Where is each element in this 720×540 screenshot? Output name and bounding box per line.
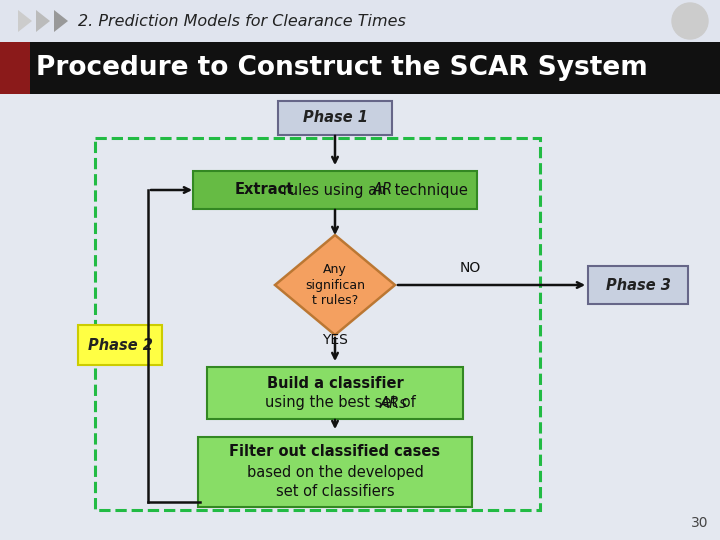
Text: 30: 30: [690, 516, 708, 530]
FancyBboxPatch shape: [588, 266, 688, 304]
Text: 2. Prediction Models for Clearance Times: 2. Prediction Models for Clearance Times: [78, 14, 406, 29]
Text: AR: AR: [373, 183, 393, 198]
Text: Phase 1: Phase 1: [302, 111, 367, 125]
FancyBboxPatch shape: [193, 171, 477, 209]
FancyBboxPatch shape: [0, 42, 30, 94]
Polygon shape: [36, 10, 50, 32]
Text: Phase 3: Phase 3: [606, 278, 670, 293]
FancyBboxPatch shape: [0, 42, 720, 94]
Text: set of classifiers: set of classifiers: [276, 484, 395, 500]
FancyBboxPatch shape: [198, 437, 472, 507]
Text: NO: NO: [459, 261, 481, 275]
FancyBboxPatch shape: [78, 325, 162, 365]
Polygon shape: [275, 235, 395, 335]
Text: ARs: ARs: [380, 395, 408, 410]
Polygon shape: [18, 10, 32, 32]
Polygon shape: [54, 10, 68, 32]
Text: Procedure to Construct the SCAR System: Procedure to Construct the SCAR System: [36, 55, 648, 81]
FancyBboxPatch shape: [278, 101, 392, 135]
Text: based on the developed: based on the developed: [246, 464, 423, 480]
Circle shape: [672, 3, 708, 39]
Text: using the best set of: using the best set of: [265, 395, 420, 410]
FancyBboxPatch shape: [0, 0, 720, 42]
Text: rules using an: rules using an: [278, 183, 391, 198]
Text: technique: technique: [390, 183, 468, 198]
FancyBboxPatch shape: [207, 367, 463, 419]
Text: Extract: Extract: [235, 183, 294, 198]
Text: Phase 2: Phase 2: [88, 338, 153, 353]
Text: Build a classifier: Build a classifier: [266, 376, 403, 392]
Text: Any
significan
t rules?: Any significan t rules?: [305, 262, 365, 307]
Text: Filter out classified cases: Filter out classified cases: [230, 444, 441, 460]
Text: YES: YES: [322, 333, 348, 347]
